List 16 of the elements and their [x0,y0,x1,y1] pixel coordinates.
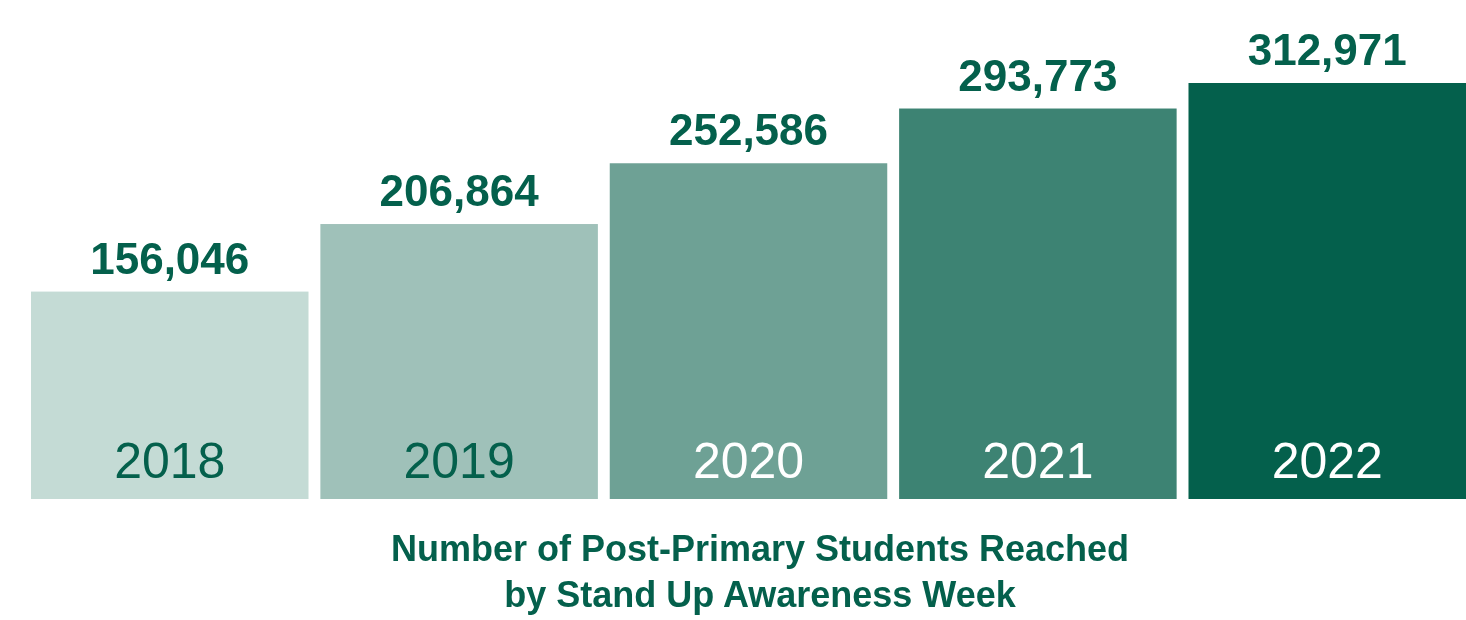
data-label: 312,971 [1247,25,1407,74]
bar [899,108,1177,499]
text: Number of Post-Primary Students Reached by Stand Up Awareness Week [390,528,1130,615]
x-tick-label: 2021 [982,433,1094,489]
x-tick-label: 2020 [692,433,805,489]
data-label: 206,864 [379,166,540,216]
x-tick-label: 2022 [1271,433,1383,489]
data-label: 293,773 [958,50,1118,100]
data-label: 252,586 [668,105,829,155]
bar [320,224,598,499]
x-tick-label: 2019 [403,433,515,489]
data-label: 156,046 [90,233,250,283]
bar [1188,83,1466,499]
x-tick-label: 2018 [114,433,226,489]
bar [609,163,888,499]
bar [31,291,309,499]
